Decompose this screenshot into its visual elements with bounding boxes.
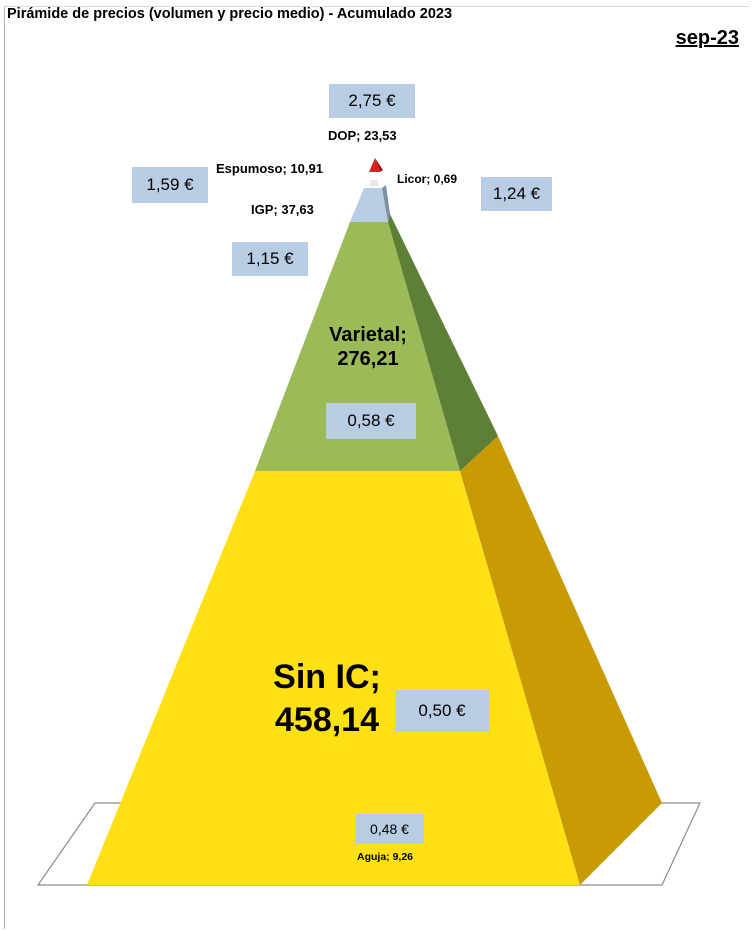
label-dop: DOP; 23,53 — [328, 128, 397, 143]
label-sin-ic-value: 458,14 — [275, 700, 379, 739]
price-espumoso: 1,59 € — [132, 167, 208, 203]
label-sin-ic: Sin IC; 458,14 — [262, 656, 392, 741]
segment-igp — [350, 188, 388, 222]
segment-licor — [369, 180, 379, 186]
price-igp: 1,15 € — [232, 242, 308, 276]
chart-title: Pirámide de precios (volumen y precio me… — [7, 6, 453, 22]
price-dop: 2,75 € — [329, 84, 415, 118]
price-varietal: 0,58 € — [326, 403, 416, 439]
label-aguja: Aguja; 9,26 — [357, 851, 414, 863]
segment-varietal-side — [388, 214, 498, 471]
label-varietal-value: 276,21 — [337, 348, 399, 370]
label-varietal-name: Varietal; — [329, 324, 407, 346]
segment-dop-side — [375, 158, 383, 172]
label-sin-ic-name: Sin IC; — [273, 658, 381, 696]
price-aguja: 0,48 € — [355, 814, 424, 844]
segment-sin-ic-side — [460, 436, 662, 885]
label-igp: IGP; 37,63 — [251, 202, 314, 217]
price-sin-ic: 0,50 € — [395, 690, 489, 732]
price-licor: 1,24 € — [481, 177, 552, 211]
segment-dop — [369, 158, 380, 172]
segment-sin-ic — [87, 471, 580, 885]
segment-igp-side — [382, 185, 390, 222]
period-label: sep-23 — [675, 27, 739, 49]
chart-frame — [4, 6, 749, 929]
label-varietal: Varietal; 276,21 — [313, 323, 423, 371]
label-licor: Licor; 0,69 — [397, 172, 458, 186]
label-espumoso: Espumoso; 10,91 — [216, 161, 323, 176]
